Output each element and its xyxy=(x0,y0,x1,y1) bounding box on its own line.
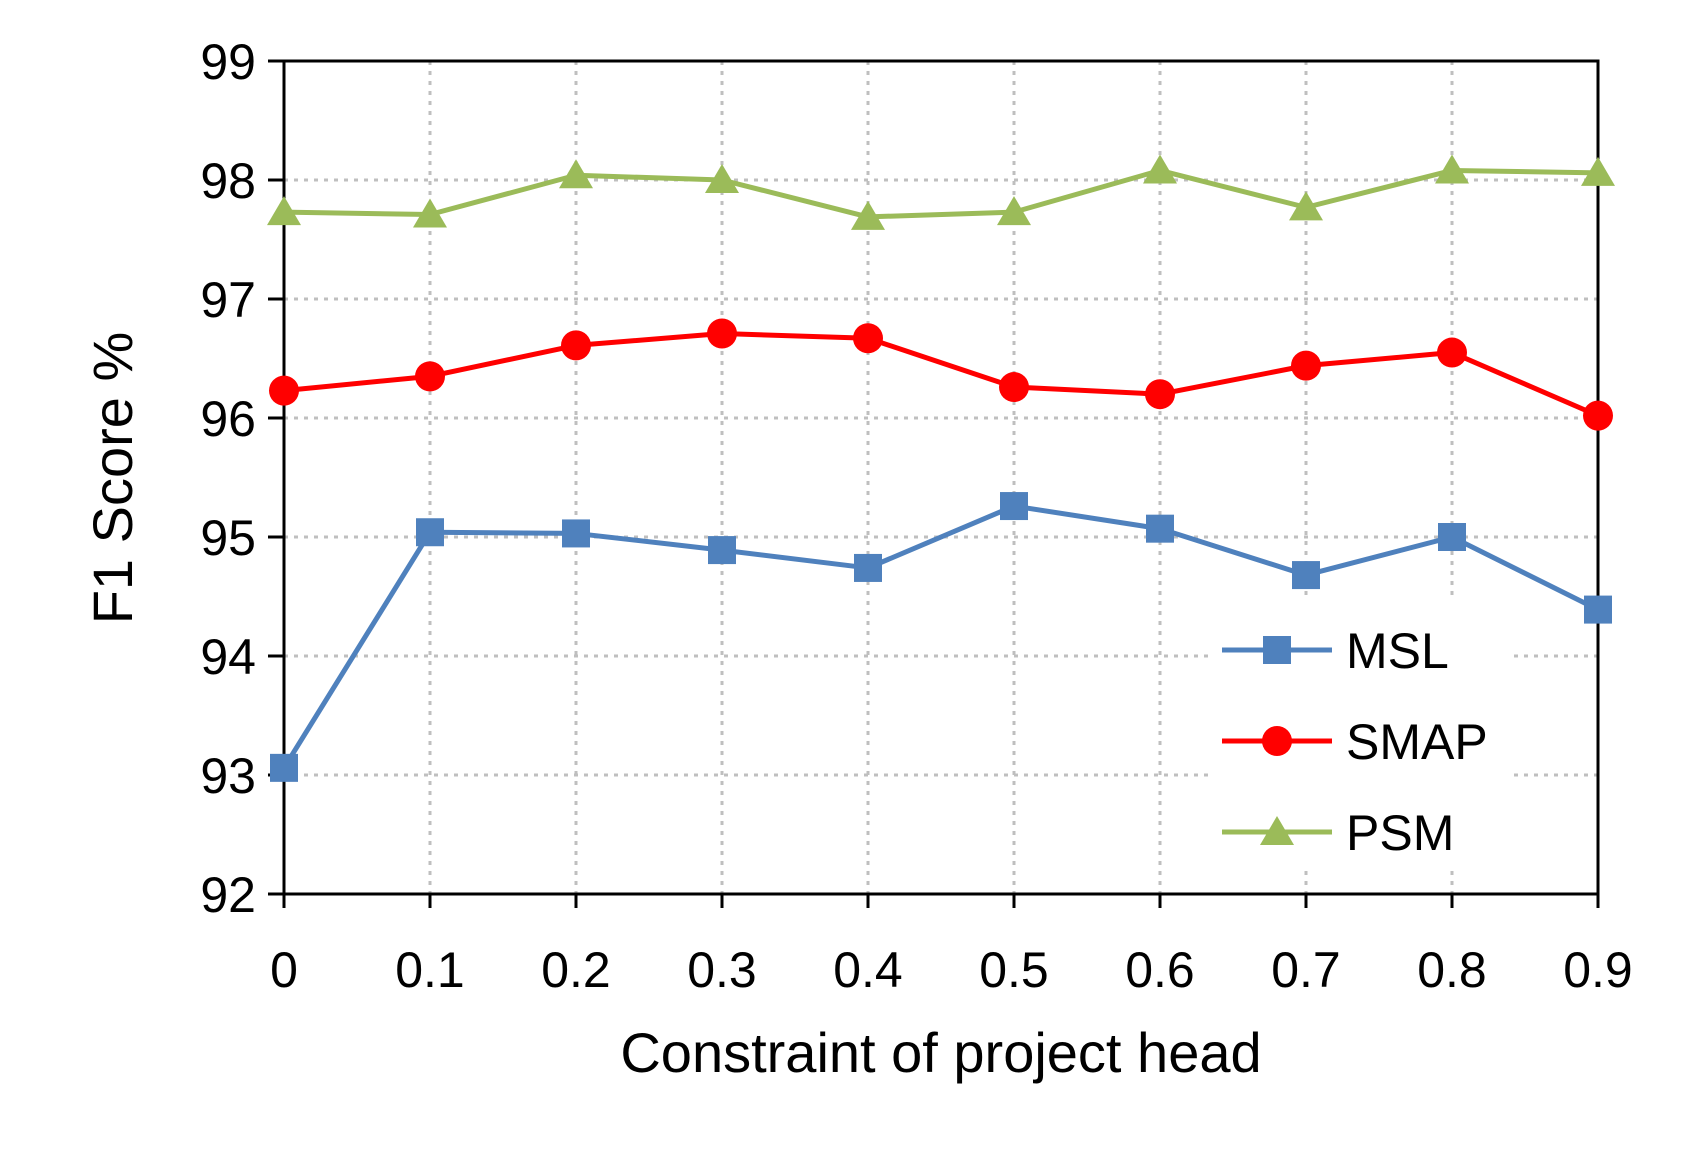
plot-area-frame xyxy=(282,59,1600,896)
x-tick-label: 0.1 xyxy=(395,942,465,998)
series-group xyxy=(267,154,1615,782)
data-point-smap xyxy=(999,372,1029,403)
data-point-msl xyxy=(416,518,444,547)
data-point-smap xyxy=(269,375,299,406)
series-line-psm xyxy=(283,167,1599,220)
y-tick-label: 92 xyxy=(200,867,256,923)
y-tick-label: 99 xyxy=(200,34,256,90)
data-point-smap xyxy=(707,318,737,349)
x-tick-label: 0.5 xyxy=(979,942,1049,998)
legend-label-smap: SMAP xyxy=(1346,714,1488,770)
y-axis-title: F1 Score % xyxy=(81,332,144,625)
legend-marker-smap xyxy=(1262,726,1292,756)
data-point-psm xyxy=(705,164,739,193)
x-tick-label: 0.4 xyxy=(833,942,903,998)
legend: MSL SMAP PSM xyxy=(1210,600,1510,868)
data-point-msl xyxy=(1292,561,1320,590)
data-point-psm xyxy=(413,198,447,228)
series-msl xyxy=(270,492,1612,782)
data-point-msl xyxy=(1146,514,1174,543)
legend-label-psm: PSM xyxy=(1346,805,1454,861)
data-point-psm xyxy=(851,200,885,230)
legend-item-msl: MSL xyxy=(1222,623,1449,679)
x-tick-label: 0.3 xyxy=(687,942,757,998)
data-point-msl xyxy=(708,536,736,565)
x-tick-label: 0 xyxy=(270,942,298,998)
x-tick-label: 0.2 xyxy=(541,942,611,998)
x-tick-label: 0.9 xyxy=(1563,942,1633,998)
data-point-msl xyxy=(854,553,882,582)
series-smap xyxy=(269,318,1613,431)
y-tick-label: 93 xyxy=(200,748,256,804)
data-point-msl xyxy=(1438,523,1466,551)
legend-label-msl: MSL xyxy=(1346,623,1449,679)
data-point-smap xyxy=(1437,337,1467,368)
series-psm xyxy=(267,154,1615,230)
x-tick-label: 0.6 xyxy=(1125,942,1195,998)
x-axis-title: Constraint of project head xyxy=(620,1021,1261,1084)
series-line-smap xyxy=(283,331,1599,418)
y-tick-label: 98 xyxy=(200,153,256,209)
data-point-smap xyxy=(415,361,445,392)
data-point-psm xyxy=(997,196,1031,226)
x-tick-label: 0.8 xyxy=(1417,942,1487,998)
data-point-psm xyxy=(1143,154,1177,184)
legend-marker-msl xyxy=(1263,636,1291,664)
data-point-psm xyxy=(1435,154,1469,184)
y-axis-ticks: 92 93 94 95 96 97 98 99 xyxy=(200,34,284,923)
data-point-msl xyxy=(1000,492,1028,521)
data-point-psm xyxy=(267,196,301,226)
data-point-msl xyxy=(270,753,298,782)
data-point-smap xyxy=(561,330,591,361)
y-tick-label: 95 xyxy=(200,510,256,566)
x-axis-ticks: 0 0.1 0.2 0.3 0.4 0.5 0.6 0.7 0.8 0.9 xyxy=(270,894,1633,998)
data-point-smap xyxy=(1291,350,1321,381)
data-point-psm xyxy=(1289,191,1323,221)
legend-marker-psm xyxy=(1260,816,1294,845)
x-tick-label: 0.7 xyxy=(1271,942,1341,998)
data-point-smap xyxy=(853,323,883,354)
data-point-msl xyxy=(1584,595,1612,624)
data-point-psm xyxy=(1581,156,1615,186)
y-tick-label: 94 xyxy=(200,629,256,685)
legend-background xyxy=(1210,600,1510,868)
y-tick-label: 96 xyxy=(200,391,256,447)
legend-item-smap: SMAP xyxy=(1222,714,1488,770)
data-point-smap xyxy=(1583,400,1613,431)
data-point-msl xyxy=(562,519,590,548)
data-point-psm xyxy=(559,159,593,189)
legend-item-psm: PSM xyxy=(1222,805,1454,861)
y-tick-label: 97 xyxy=(200,272,256,328)
data-point-smap xyxy=(1145,379,1175,410)
series-line-msl xyxy=(281,503,1600,770)
